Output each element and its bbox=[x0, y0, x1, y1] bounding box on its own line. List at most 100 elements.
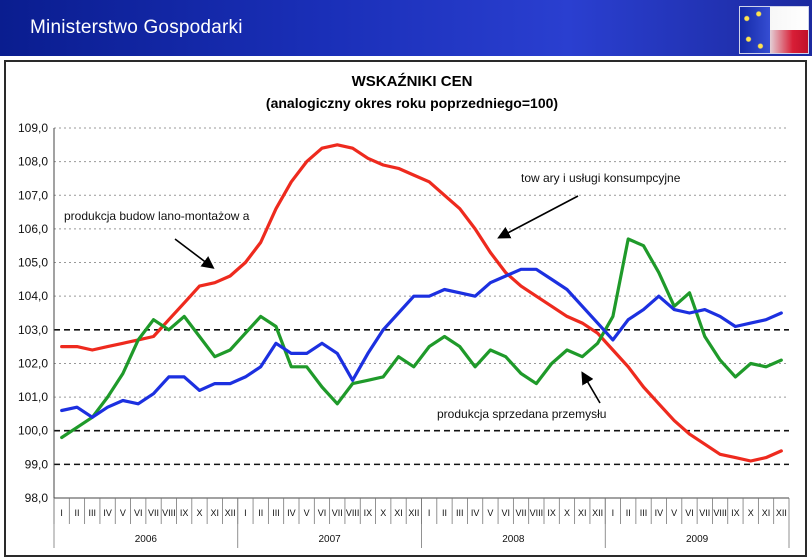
data-point bbox=[305, 352, 308, 355]
data-point bbox=[228, 348, 232, 352]
year-tick-label: 2009 bbox=[686, 534, 709, 545]
annotation-construction: produkcja budow lano-montażow a bbox=[64, 209, 250, 223]
series-line-towary-i-uslugi-konsumpcyjne bbox=[60, 143, 783, 463]
month-tick-label: V bbox=[487, 508, 493, 518]
data-point bbox=[443, 288, 446, 291]
data-point bbox=[75, 426, 79, 429]
month-tick-label: XI bbox=[762, 508, 771, 518]
data-point bbox=[274, 207, 278, 210]
data-point bbox=[458, 207, 461, 210]
data-point bbox=[489, 348, 492, 352]
month-tick-label: IX bbox=[731, 508, 740, 518]
data-point bbox=[382, 163, 385, 167]
data-point bbox=[382, 328, 385, 331]
data-point bbox=[703, 308, 706, 311]
data-point bbox=[458, 345, 461, 348]
series-line-produkcja-sprzedana-przemyslu bbox=[60, 237, 783, 440]
data-point bbox=[565, 288, 569, 291]
y-tick-label: 103,0 bbox=[18, 323, 48, 337]
data-point bbox=[75, 406, 79, 409]
month-tick-label: VII bbox=[699, 508, 710, 518]
data-point bbox=[137, 338, 140, 342]
month-tick-label: IX bbox=[180, 508, 189, 518]
data-point bbox=[780, 358, 783, 362]
data-point bbox=[152, 392, 155, 395]
data-point bbox=[535, 295, 538, 298]
year-tick-label: 2006 bbox=[135, 534, 158, 545]
month-tick-label: VIII bbox=[346, 508, 360, 518]
data-point bbox=[581, 321, 584, 325]
data-point bbox=[764, 365, 768, 368]
data-point bbox=[244, 261, 247, 264]
data-point bbox=[428, 295, 431, 298]
data-point bbox=[382, 375, 385, 379]
data-point bbox=[412, 173, 415, 177]
data-point bbox=[657, 295, 660, 298]
month-tick-label: III bbox=[272, 508, 280, 518]
month-tick-label: VII bbox=[332, 508, 343, 518]
data-point bbox=[642, 308, 645, 311]
data-point bbox=[688, 432, 691, 436]
data-point bbox=[320, 385, 324, 389]
month-tick-label: XII bbox=[592, 508, 603, 518]
poland-eu-flag-icon bbox=[739, 6, 809, 54]
month-tick-label: III bbox=[640, 508, 648, 518]
data-point bbox=[351, 147, 354, 150]
data-point bbox=[718, 315, 722, 318]
data-point bbox=[366, 352, 370, 355]
month-tick-label: II bbox=[74, 508, 79, 518]
data-point bbox=[60, 409, 63, 412]
data-point bbox=[611, 338, 615, 342]
data-point bbox=[428, 180, 431, 183]
data-point bbox=[320, 342, 324, 345]
y-tick-label: 105,0 bbox=[18, 256, 48, 270]
data-point bbox=[244, 332, 247, 335]
data-point bbox=[581, 305, 584, 308]
data-point bbox=[550, 362, 553, 365]
data-point bbox=[611, 315, 615, 318]
data-point bbox=[106, 406, 109, 409]
data-point bbox=[290, 352, 293, 355]
data-point bbox=[443, 335, 446, 338]
y-tick-label: 108,0 bbox=[18, 155, 48, 169]
data-point bbox=[198, 389, 201, 392]
data-point bbox=[121, 399, 125, 402]
data-point bbox=[627, 365, 630, 368]
data-point bbox=[320, 147, 324, 150]
data-point bbox=[688, 311, 691, 315]
data-point bbox=[473, 365, 477, 368]
month-tick-label: IV bbox=[103, 508, 112, 518]
month-tick-label: X bbox=[564, 508, 570, 518]
data-point bbox=[673, 308, 676, 311]
data-point bbox=[290, 365, 293, 368]
data-point bbox=[121, 342, 125, 345]
month-tick-label: I bbox=[612, 508, 615, 518]
data-point bbox=[550, 278, 553, 281]
y-tick-label: 104,0 bbox=[18, 289, 48, 303]
month-tick-label: IV bbox=[655, 508, 664, 518]
data-point bbox=[351, 379, 354, 382]
data-point bbox=[366, 379, 370, 382]
data-point bbox=[213, 382, 216, 385]
data-point bbox=[673, 419, 676, 422]
data-point bbox=[228, 274, 232, 278]
y-tick-label: 107,0 bbox=[18, 188, 48, 202]
data-point bbox=[764, 318, 768, 321]
data-point bbox=[657, 271, 660, 274]
month-tick-label: X bbox=[196, 508, 202, 518]
data-point bbox=[673, 305, 676, 308]
data-point bbox=[642, 385, 645, 389]
y-tick-label: 99,0 bbox=[25, 457, 49, 471]
data-point bbox=[213, 281, 216, 284]
chart-title: WSKAŹNIKI CEN bbox=[352, 73, 473, 90]
data-point bbox=[121, 372, 125, 375]
data-point bbox=[412, 365, 415, 368]
data-point bbox=[458, 291, 461, 294]
month-tick-label: III bbox=[89, 508, 97, 518]
month-tick-label: XI bbox=[578, 508, 587, 518]
data-point bbox=[274, 342, 278, 345]
data-point bbox=[734, 456, 737, 459]
data-point bbox=[749, 362, 752, 365]
month-tick-label: V bbox=[671, 508, 677, 518]
